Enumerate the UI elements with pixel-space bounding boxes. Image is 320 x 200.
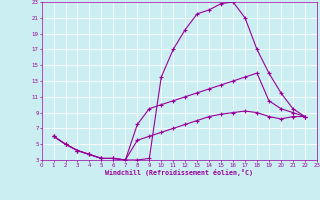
X-axis label: Windchill (Refroidissement éolien,°C): Windchill (Refroidissement éolien,°C)	[105, 169, 253, 176]
